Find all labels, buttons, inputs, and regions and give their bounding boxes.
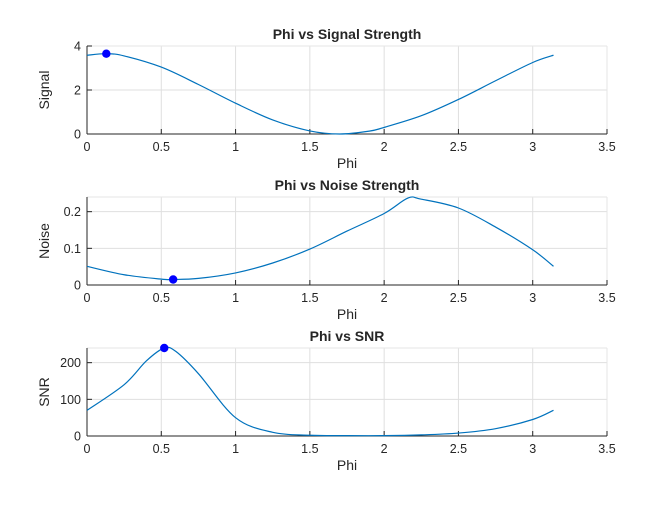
x-tick-label: 0.5 bbox=[153, 140, 170, 154]
y-tick-label: 0 bbox=[74, 430, 81, 444]
x-tick-label: 1.5 bbox=[301, 442, 318, 456]
x-tick-label: 2 bbox=[381, 442, 388, 456]
max-point-marker bbox=[168, 275, 178, 284]
y-tick-label: 0 bbox=[74, 279, 81, 293]
subplot-title: Phi vs Signal Strength bbox=[273, 26, 422, 42]
x-axis-label: Phi bbox=[337, 457, 357, 473]
x-tick-label: 0.5 bbox=[153, 291, 170, 305]
y-tick-label: 4 bbox=[74, 40, 81, 54]
x-tick-label: 1 bbox=[232, 291, 239, 305]
x-tick-label: 2.5 bbox=[450, 140, 467, 154]
x-axis-label: Phi bbox=[337, 306, 357, 322]
subplot-1: 0 0.5 1 1.5 2 2.5 3 3.5 0 2 4 Phi vs Signal Strengt… bbox=[36, 26, 616, 171]
max-point-marker bbox=[160, 343, 169, 353]
y-tick-label: 2 bbox=[74, 84, 81, 98]
x-tick-label: 2 bbox=[381, 291, 388, 305]
subplot-3: 0 0.5 1 1.5 2 2.5 3 3.5 0 100 200 Phi vs SNR Phi SNR bbox=[36, 328, 616, 473]
y-axis-label: Signal bbox=[36, 71, 52, 110]
x-tick-label: 1.5 bbox=[301, 291, 318, 305]
series-line bbox=[86, 53, 554, 135]
y-tick-label: 0 bbox=[74, 128, 81, 142]
x-tick-label: 3 bbox=[529, 291, 536, 305]
x-tick-label: 3 bbox=[529, 442, 536, 456]
series-line bbox=[86, 196, 554, 281]
x-tick-label: 0 bbox=[84, 442, 91, 456]
x-tick-label: 0 bbox=[84, 291, 91, 305]
x-axis-label: Phi bbox=[337, 155, 357, 171]
subplot-title: Phi vs SNR bbox=[310, 328, 385, 344]
y-tick-label: 200 bbox=[60, 356, 81, 370]
x-tick-label: 2.5 bbox=[450, 291, 467, 305]
x-tick-label: 3.5 bbox=[598, 442, 615, 456]
y-axis-label: SNR bbox=[36, 377, 52, 407]
y-tick-label: 100 bbox=[60, 393, 81, 407]
x-tick-label: 1.5 bbox=[301, 140, 318, 154]
y-tick-label: 0.2 bbox=[64, 205, 81, 219]
subplot-title: Phi vs Noise Strength bbox=[275, 177, 420, 193]
y-tick-label: 0.1 bbox=[64, 242, 81, 256]
x-tick-label: 2.5 bbox=[450, 442, 467, 456]
x-tick-label: 0.5 bbox=[153, 442, 170, 456]
x-tick-label: 2 bbox=[381, 140, 388, 154]
max-point-marker bbox=[102, 49, 111, 58]
subplot-2: 0 0.5 1 1.5 2 2.5 3 3.5 0 0.1 0.2 Phi vs Noise Stre… bbox=[36, 177, 616, 322]
series-line bbox=[86, 346, 554, 437]
x-tick-label: 1 bbox=[232, 140, 239, 154]
x-tick-label: 3 bbox=[529, 140, 536, 154]
x-tick-label: 0 bbox=[84, 140, 91, 154]
x-tick-label: 3.5 bbox=[598, 140, 615, 154]
x-tick-label: 1 bbox=[232, 442, 239, 456]
y-axis-label: Noise bbox=[36, 223, 52, 259]
x-tick-label: 3.5 bbox=[598, 291, 615, 305]
